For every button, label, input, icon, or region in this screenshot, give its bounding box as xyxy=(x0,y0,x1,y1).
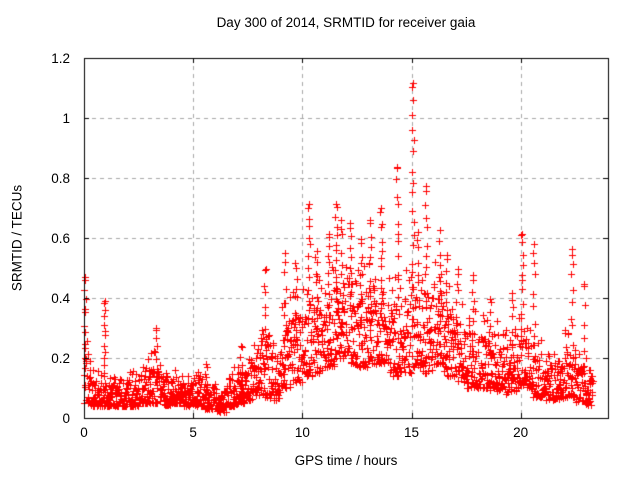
x-axis-label: GPS time / hours xyxy=(294,453,398,468)
x-tick-label: 5 xyxy=(189,425,197,440)
y-tick-label: 1.2 xyxy=(51,51,70,66)
x-tick-label: 10 xyxy=(294,425,310,440)
y-tick-label: 0.2 xyxy=(51,351,70,366)
y-tick-label: 1 xyxy=(62,111,70,126)
y-tick-label: 0.8 xyxy=(51,171,70,186)
x-tick-label: 0 xyxy=(80,425,88,440)
chart-title: Day 300 of 2014, SRMTID for receiver gai… xyxy=(216,15,476,30)
x-tick-label: 15 xyxy=(403,425,420,440)
y-tick-label: 0.4 xyxy=(51,291,70,306)
y-tick-label: 0 xyxy=(62,411,70,426)
y-tick-label: 0.6 xyxy=(51,231,70,246)
x-tick-label: 20 xyxy=(513,425,529,440)
